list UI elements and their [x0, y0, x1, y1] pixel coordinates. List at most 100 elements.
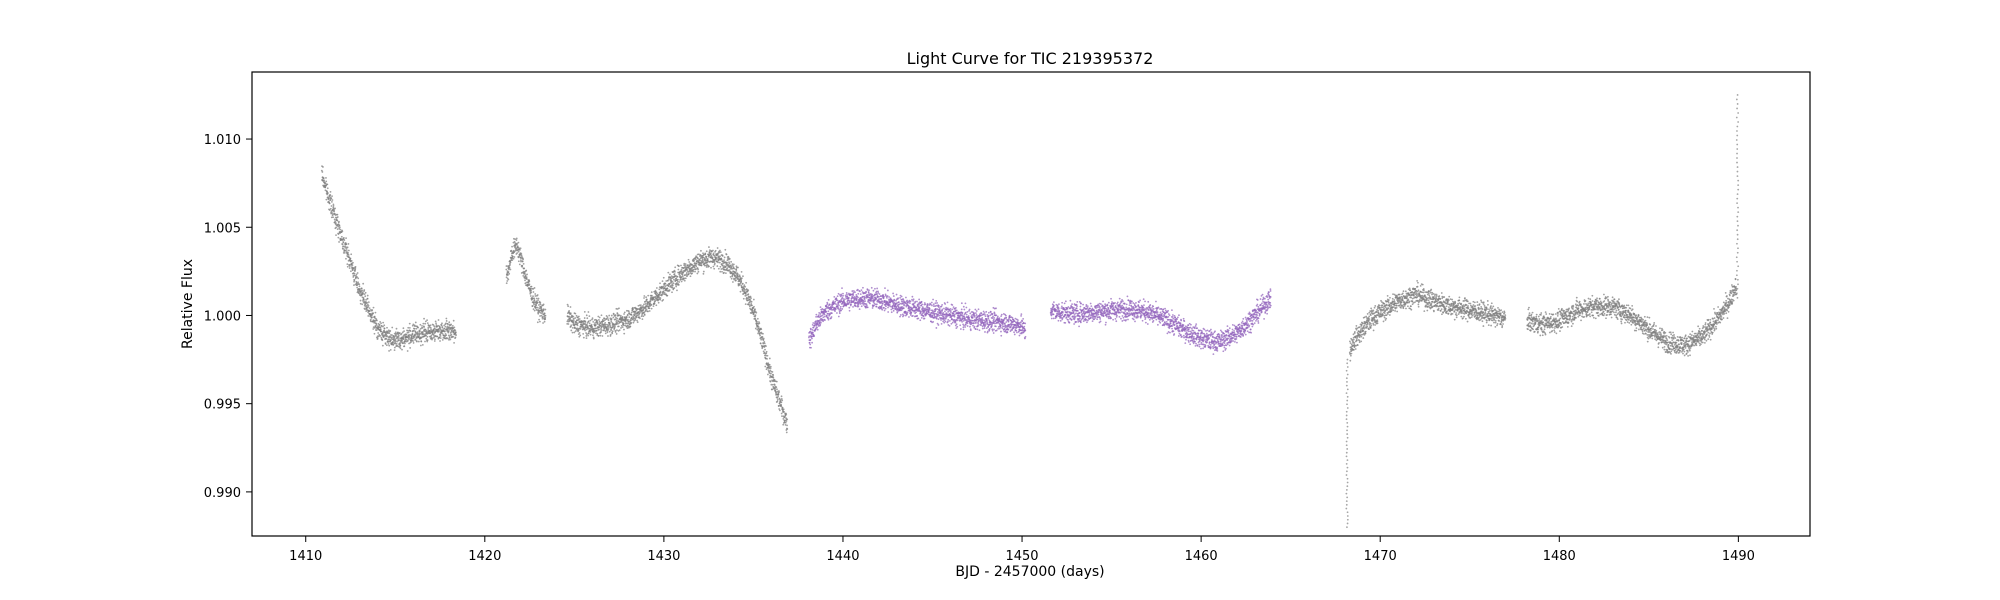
data-point — [1422, 289, 1425, 292]
data-point — [414, 321, 417, 324]
data-point — [1569, 317, 1572, 319]
data-point — [525, 281, 528, 284]
data-point — [429, 332, 432, 335]
data-point — [621, 315, 624, 318]
data-point — [1400, 301, 1403, 304]
data-point — [1575, 316, 1577, 319]
data-point — [591, 318, 593, 321]
data-point — [1594, 308, 1597, 311]
data-point — [1530, 316, 1533, 319]
data-point — [1368, 311, 1371, 314]
data-point — [387, 331, 390, 333]
data-point — [356, 272, 359, 274]
data-point — [1395, 304, 1398, 307]
data-point — [625, 316, 628, 319]
data-point — [683, 262, 686, 265]
data-point — [542, 303, 545, 306]
data-point — [1555, 317, 1557, 320]
data-point — [367, 304, 370, 307]
data-point — [427, 328, 430, 330]
data-point — [1411, 300, 1414, 303]
data-point — [1371, 320, 1374, 322]
data-point — [430, 334, 433, 337]
data-point — [444, 325, 447, 328]
data-point — [1393, 300, 1396, 303]
data-point — [616, 329, 618, 332]
data-point — [1575, 296, 1578, 299]
data-point — [419, 344, 422, 347]
data-point — [353, 280, 355, 283]
data-point — [634, 310, 637, 313]
data-point — [1625, 309, 1627, 312]
data-point — [529, 292, 532, 295]
data-point — [1644, 319, 1647, 322]
data-point — [450, 323, 452, 326]
data-point — [597, 318, 600, 321]
data-point — [336, 213, 339, 216]
data-point — [754, 314, 757, 317]
data-point — [677, 284, 680, 286]
data-point — [643, 295, 646, 297]
data-point — [1442, 303, 1445, 306]
data-point — [764, 348, 766, 351]
data-point — [741, 282, 744, 285]
data-point — [650, 303, 653, 306]
data-point — [1431, 300, 1434, 303]
data-point — [392, 344, 395, 346]
data-point — [661, 280, 664, 283]
data-point — [1486, 319, 1488, 322]
data-point — [780, 398, 783, 400]
data-point — [639, 317, 641, 320]
data-point — [655, 304, 658, 307]
data-point — [1448, 295, 1451, 298]
data-point — [570, 325, 572, 328]
data-point — [1534, 321, 1537, 324]
data-point — [403, 345, 406, 348]
data-point — [377, 335, 380, 338]
data-point — [450, 333, 453, 336]
data-point — [1580, 319, 1582, 322]
data-point — [328, 209, 331, 211]
data-point — [758, 322, 761, 325]
data-point — [622, 322, 625, 325]
data-point — [1599, 306, 1601, 309]
data-point — [1481, 320, 1484, 323]
data-point — [407, 331, 410, 334]
data-point — [1372, 309, 1375, 312]
data-point — [329, 194, 332, 196]
data-point — [1444, 301, 1446, 303]
data-point — [1533, 330, 1536, 333]
data-point — [1588, 307, 1591, 310]
data-point — [536, 309, 539, 312]
data-point — [1495, 317, 1498, 320]
data-point — [667, 278, 670, 281]
data-point — [1625, 304, 1628, 307]
data-point — [622, 324, 625, 327]
data-point — [356, 286, 359, 289]
data-point — [391, 334, 393, 336]
data-point — [730, 277, 733, 280]
data-point — [1604, 309, 1607, 312]
data-point — [536, 306, 539, 309]
data-point — [346, 265, 349, 268]
data-point — [1624, 321, 1626, 324]
data-point — [1372, 323, 1375, 326]
data-point — [512, 257, 515, 260]
data-point — [1538, 324, 1541, 327]
data-point — [408, 336, 411, 339]
data-point — [583, 310, 586, 313]
data-point — [445, 334, 448, 337]
data-point — [1503, 311, 1506, 314]
data-point — [1566, 325, 1569, 328]
data-point — [573, 331, 576, 334]
data-point — [1390, 304, 1393, 307]
data-point — [336, 228, 339, 231]
data-point — [541, 312, 543, 315]
data-point — [632, 308, 634, 311]
data-point — [453, 326, 456, 329]
series-0-segment-0 — [320, 165, 457, 352]
data-point — [658, 296, 661, 299]
data-point — [648, 310, 651, 312]
data-point — [530, 285, 533, 288]
data-point — [605, 315, 608, 317]
